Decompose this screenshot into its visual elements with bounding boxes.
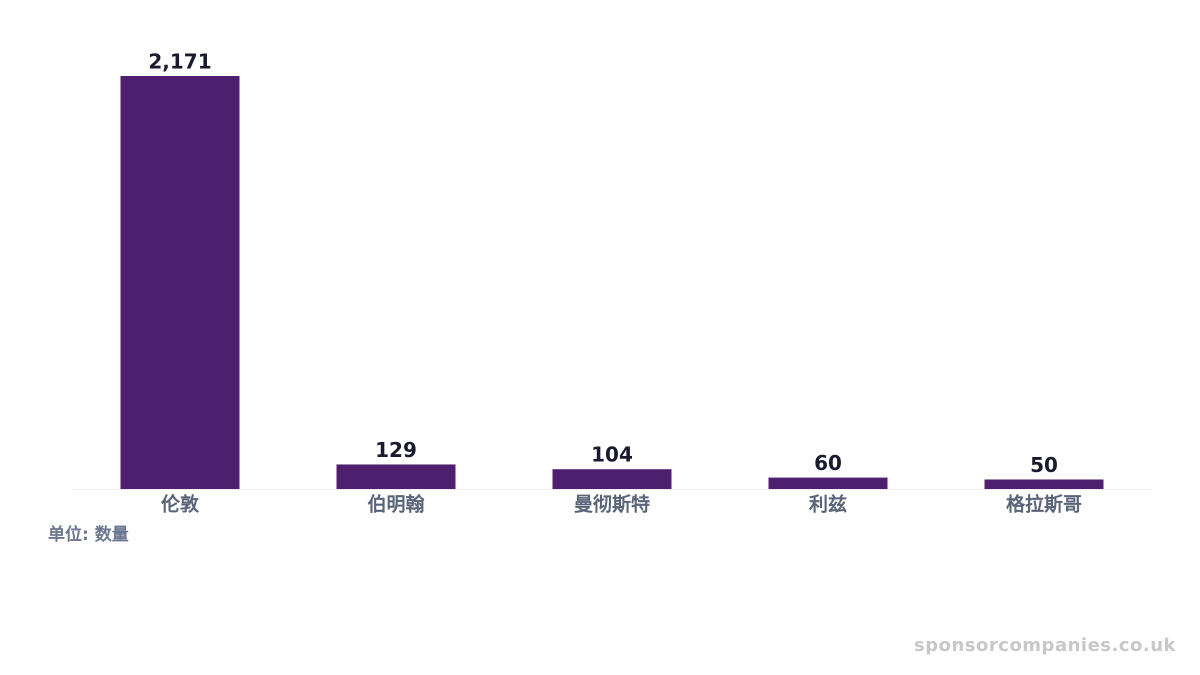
x-tick-label: 伯明翰 [367, 493, 424, 516]
watermark: sponsorcompanies.co.uk [914, 635, 1176, 656]
x-tick-label: 利兹 [809, 493, 847, 516]
bar [336, 464, 456, 489]
value-label: 60 [814, 451, 842, 475]
x-tick-label: 曼彻斯特 [574, 493, 650, 516]
bar [768, 477, 888, 489]
value-label: 2,171 [148, 50, 211, 74]
x-tick-label: 格拉斯哥 [1006, 493, 1082, 516]
value-label: 50 [1030, 453, 1058, 477]
value-label: 129 [375, 438, 417, 462]
x-tick-label: 伦敦 [161, 493, 200, 516]
bar [984, 479, 1104, 489]
unit-note: 单位: 数量 [48, 524, 129, 545]
value-label: 104 [591, 443, 633, 467]
bar [120, 76, 240, 489]
bar [552, 469, 672, 489]
